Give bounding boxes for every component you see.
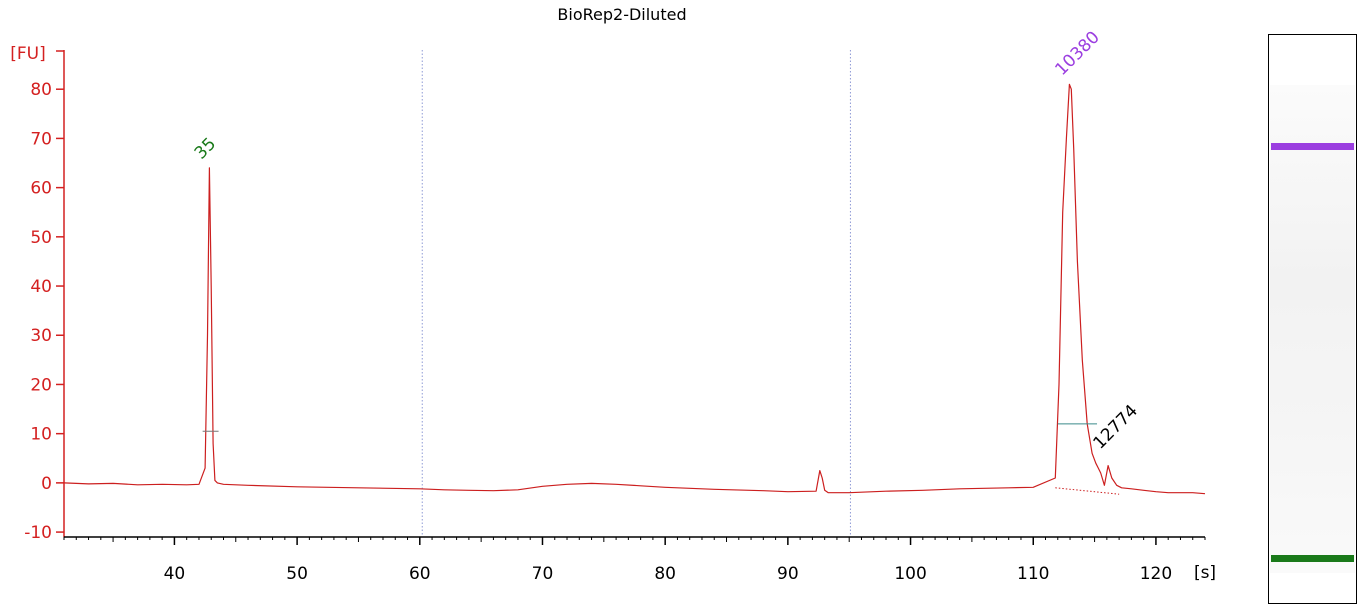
y-tick-label: 60 [30,179,52,199]
x-tick-label: 110 [1017,564,1049,584]
y-tick-label: 10 [30,425,52,445]
peak-annotations: 35 10380 12774 [191,27,1142,453]
x-tick-label: 120 [1140,564,1172,584]
peak-baseline [1055,487,1120,495]
trace-layer [63,83,1206,495]
peak-label-3: 12774 [1090,401,1142,453]
chart-title: BioRep2-Diluted [557,5,686,24]
gel-band-lower-marker [1271,554,1354,562]
y-tick-label: 20 [30,375,52,395]
x-axis-unit: [s] [1194,563,1216,583]
y-tick-label: 50 [30,228,52,248]
series-line [63,83,1206,495]
axes: -10 0 10 20 30 40 50 60 70 80 40 50 60 70 80 90 100 110 12… [24,50,1206,584]
y-tick-label: -10 [24,523,52,543]
baseline [1055,487,1120,495]
y-tick-label: 70 [30,129,52,149]
peak-label-1: 35 [191,134,220,163]
peak-bars [202,423,1098,432]
gel-lane [1268,34,1357,604]
y-axis-unit: [FU] [10,44,46,64]
x-tick-label: 40 [164,564,186,584]
y-tick-label: 80 [30,80,52,100]
peak-label-2: 10380 [1051,27,1103,79]
y-tick-label: 30 [30,326,52,346]
electropherogram-chart: BioRep2-Diluted [FU] [s] -10 0 10 20 30 40 50 6… [10,5,1216,584]
y-tick-label: 0 [41,474,52,494]
gel-band-upper-marker [1271,142,1354,150]
x-tick-label: 90 [777,564,799,584]
x-tick-label: 60 [409,564,431,584]
y-tick-label: 40 [30,277,52,297]
gel-lane-background [1270,85,1355,573]
x-tick-label: 100 [894,564,926,584]
marker-lines [421,50,851,537]
x-tick-label: 80 [654,564,676,584]
x-tick-label: 50 [286,564,308,584]
x-tick-label: 70 [532,564,554,584]
